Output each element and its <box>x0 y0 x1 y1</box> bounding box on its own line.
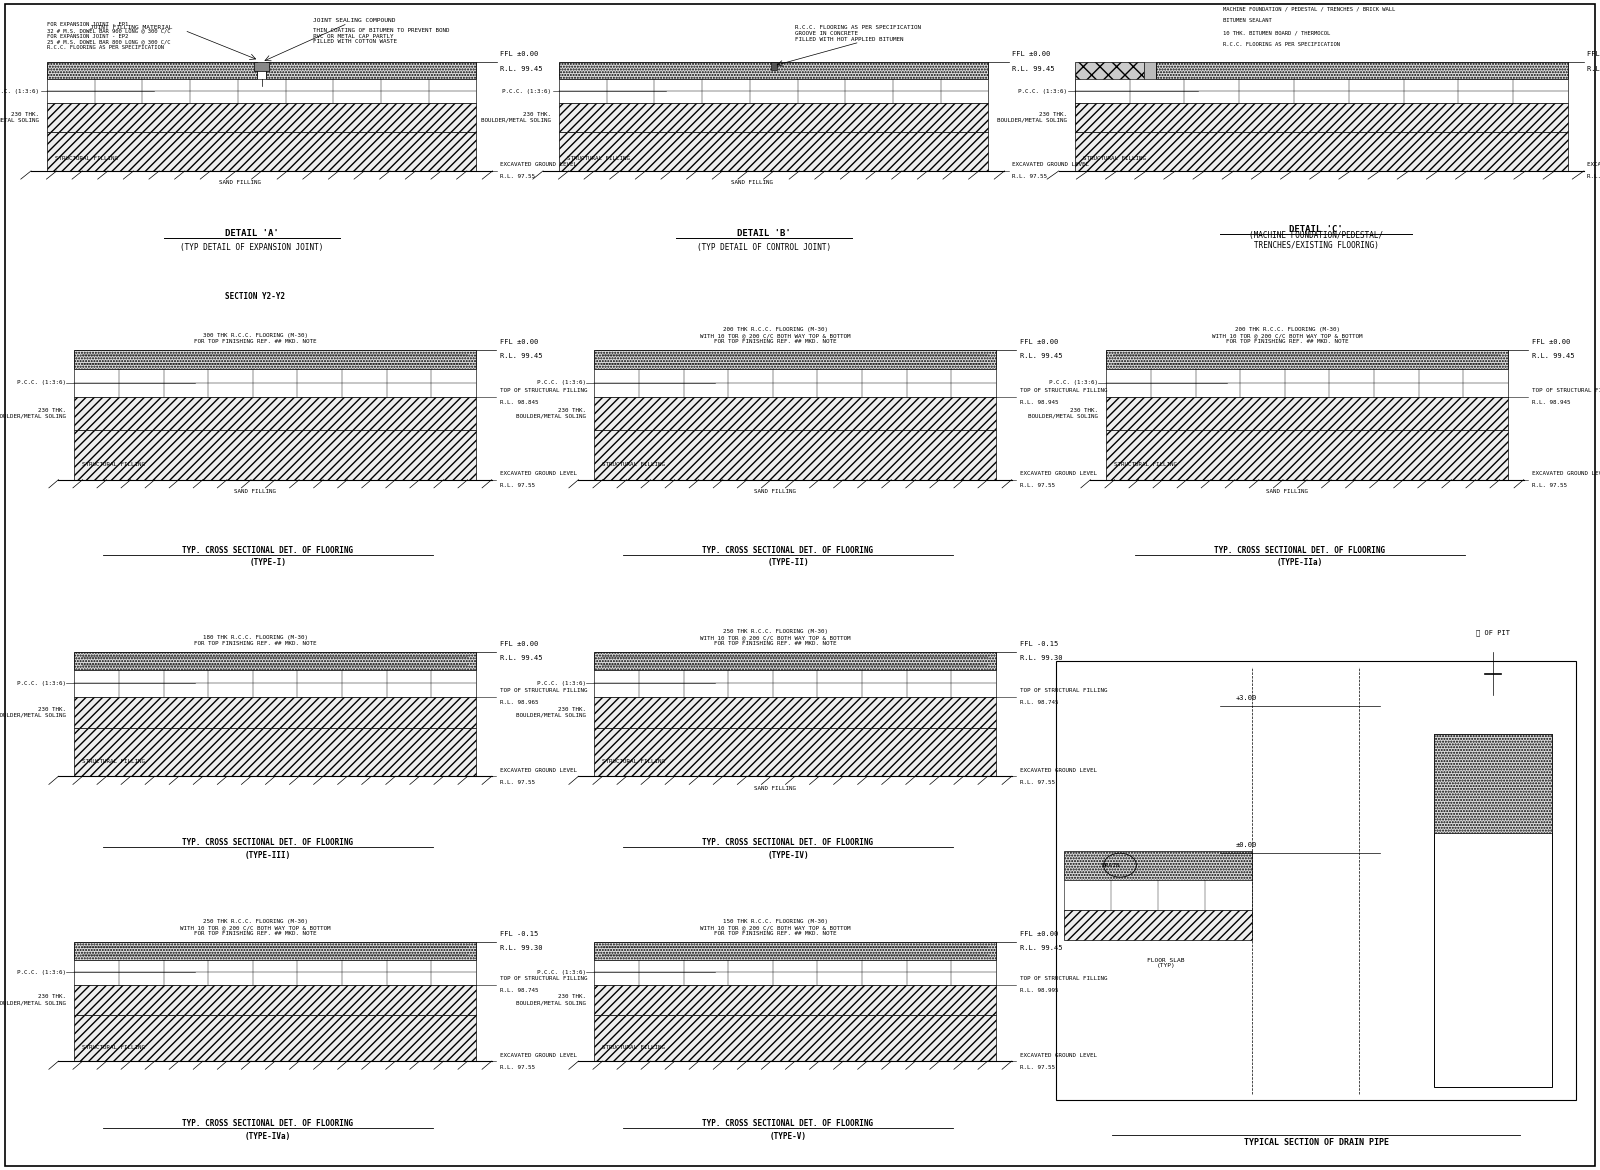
Bar <box>1107 370 1507 397</box>
Bar <box>75 397 475 429</box>
Bar <box>1075 62 1144 130</box>
Text: TYP. CROSS SECTIONAL DET. OF FLOORING: TYP. CROSS SECTIONAL DET. OF FLOORING <box>702 838 874 847</box>
Bar <box>254 62 269 71</box>
Text: FFL ±0.00: FFL ±0.00 <box>501 51 539 57</box>
Bar <box>595 942 995 959</box>
Bar <box>1064 910 1251 941</box>
Text: R.L. 97.55: R.L. 97.55 <box>1013 174 1048 179</box>
Bar <box>1157 62 1568 80</box>
Text: STRUCTURAL FILLING: STRUCTURAL FILLING <box>83 759 146 764</box>
Text: DETAIL 'C': DETAIL 'C' <box>1290 225 1342 234</box>
Bar <box>558 80 989 103</box>
Text: P.C.C. (1:3:6): P.C.C. (1:3:6) <box>538 681 587 686</box>
Text: TYP. CROSS SECTIONAL DET. OF FLOORING: TYP. CROSS SECTIONAL DET. OF FLOORING <box>702 1119 874 1128</box>
Text: EXCAVATED GROUND LEVEL: EXCAVATED GROUND LEVEL <box>1019 768 1096 772</box>
Text: R.L. 97.55: R.L. 97.55 <box>499 483 534 488</box>
Text: FFL ±0.00: FFL ±0.00 <box>1531 339 1570 345</box>
Bar <box>1075 132 1568 171</box>
Bar <box>595 959 995 985</box>
Text: SAND FILLING: SAND FILLING <box>754 785 797 791</box>
Text: R.L. 99.45: R.L. 99.45 <box>499 353 542 359</box>
Text: R.C.C. FLOORING AS PER SPECIFICATION: R.C.C. FLOORING AS PER SPECIFICATION <box>1222 42 1339 47</box>
Text: JOINT FILLING MATERIAL: JOINT FILLING MATERIAL <box>90 26 173 30</box>
Text: EXCAVATED GROUND LEVEL: EXCAVATED GROUND LEVEL <box>1013 163 1090 167</box>
Text: 230 THK.
BOULDER/METAL SOLING: 230 THK. BOULDER/METAL SOLING <box>482 112 550 123</box>
Text: 230 THK.
BOULDER/METAL SOLING: 230 THK. BOULDER/METAL SOLING <box>0 407 67 419</box>
Text: (TYPE-IIa): (TYPE-IIa) <box>1277 558 1323 567</box>
Text: P.C.C. (1:3:6): P.C.C. (1:3:6) <box>538 970 587 975</box>
Text: R.L. 97.55: R.L. 97.55 <box>1531 483 1566 488</box>
Text: TOP OF STRUCTURAL FILLING: TOP OF STRUCTURAL FILLING <box>1019 688 1107 693</box>
Text: (TYPE-IV): (TYPE-IV) <box>766 851 810 860</box>
Text: STRUCTURAL FILLING: STRUCTURAL FILLING <box>566 156 630 161</box>
Bar <box>595 696 995 728</box>
Text: FOR EXPANSION JOINT - EP1
32 # M.S. DOWEL BAR 900 LONG @ 300 C/C
FOR EXPANSION J: FOR EXPANSION JOINT - EP1 32 # M.S. DOWE… <box>46 22 171 50</box>
Text: DETAIL 'B': DETAIL 'B' <box>738 228 790 238</box>
Bar <box>595 429 995 480</box>
Text: DRAIN: DRAIN <box>1101 862 1120 868</box>
Bar <box>1075 80 1568 103</box>
Text: 200 THK R.C.C. FLOORING (M-30)
WITH 10 TOR @ 200 C/C BOTH WAY TOP & BOTTOM
FOR T: 200 THK R.C.C. FLOORING (M-30) WITH 10 T… <box>1211 328 1362 344</box>
Text: STRUCTURAL FILLING: STRUCTURAL FILLING <box>603 1045 666 1049</box>
Text: STRUCTURAL FILLING: STRUCTURAL FILLING <box>603 759 666 764</box>
Text: FFL ±0.00: FFL ±0.00 <box>499 641 538 647</box>
Text: (TYPE-II): (TYPE-II) <box>766 558 810 567</box>
Bar <box>46 103 477 132</box>
Text: R.L. 99.45: R.L. 99.45 <box>1013 66 1054 71</box>
Text: R.L. 98.845: R.L. 98.845 <box>499 400 538 405</box>
Text: (TYPE-I): (TYPE-I) <box>250 558 286 567</box>
Text: 250 THK R.C.C. FLOORING (M-30)
WITH 10 TOR @ 200 C/C BOTH WAY TOP & BOTTOM
FOR T: 250 THK R.C.C. FLOORING (M-30) WITH 10 T… <box>699 629 850 646</box>
Text: TOP OF STRUCTURAL FILLING: TOP OF STRUCTURAL FILLING <box>499 388 587 393</box>
Text: FFL -0.15: FFL -0.15 <box>499 931 538 937</box>
Text: (TYPE-III): (TYPE-III) <box>245 851 291 860</box>
Text: PVC OR METAL CAP PARTLY
FILLED WITH COTTON WASTE: PVC OR METAL CAP PARTLY FILLED WITH COTT… <box>314 34 397 44</box>
Bar <box>75 350 475 370</box>
Bar <box>75 652 475 670</box>
Bar <box>1107 350 1507 370</box>
Bar <box>1075 103 1568 132</box>
Text: 180 THK R.C.C. FLOORING (M-30)
FOR TOP FINISHING REF. ## MKD. NOTE: 180 THK R.C.C. FLOORING (M-30) FOR TOP F… <box>194 635 317 646</box>
Bar <box>75 370 475 397</box>
Text: STRUCTURAL FILLING: STRUCTURAL FILLING <box>1115 462 1178 467</box>
Text: P.C.C. (1:3:6): P.C.C. (1:3:6) <box>0 89 38 94</box>
Text: FFL -0.15: FFL -0.15 <box>1019 641 1058 647</box>
Text: (TYPE-IVa): (TYPE-IVa) <box>245 1131 291 1141</box>
Bar <box>75 942 475 959</box>
Text: EXCAVATED GROUND LEVEL: EXCAVATED GROUND LEVEL <box>1531 472 1600 476</box>
Text: SECTION Y2-Y2: SECTION Y2-Y2 <box>226 292 285 301</box>
Text: EXCAVATED GROUND LEVEL: EXCAVATED GROUND LEVEL <box>501 163 578 167</box>
Bar <box>46 62 258 80</box>
Text: SAND FILLING: SAND FILLING <box>754 489 797 494</box>
Text: TYP. CROSS SECTIONAL DET. OF FLOORING: TYP. CROSS SECTIONAL DET. OF FLOORING <box>182 1119 354 1128</box>
Text: R.L. 98.745: R.L. 98.745 <box>499 989 538 993</box>
Text: EXCAVATED GROUND LEVEL: EXCAVATED GROUND LEVEL <box>499 768 576 772</box>
Text: FFL ±0.00: FFL ±0.00 <box>1013 51 1051 57</box>
Text: 230 THK.
BOULDER/METAL SOLING: 230 THK. BOULDER/METAL SOLING <box>0 994 67 1005</box>
Text: R.L. 97.55: R.L. 97.55 <box>499 779 534 785</box>
Bar <box>75 696 475 728</box>
Bar <box>75 670 475 696</box>
Text: EXCAVATED GROUND LEVEL: EXCAVATED GROUND LEVEL <box>499 1053 576 1058</box>
Bar <box>1144 62 1157 92</box>
Text: R.L. 98.965: R.L. 98.965 <box>499 700 538 706</box>
Text: SAND FILLING: SAND FILLING <box>219 180 261 185</box>
Text: TOP OF STRUCTURAL FILLING: TOP OF STRUCTURAL FILLING <box>1019 976 1107 982</box>
Text: EXCAVATED GROUND LEVEL: EXCAVATED GROUND LEVEL <box>1019 472 1096 476</box>
Bar <box>267 62 477 80</box>
Text: SAND FILLING: SAND FILLING <box>1266 489 1309 494</box>
Text: THIN COATING OF BITUMEN TO PREVENT BOND: THIN COATING OF BITUMEN TO PREVENT BOND <box>314 28 450 33</box>
Text: STRUCTURAL FILLING: STRUCTURAL FILLING <box>603 462 666 467</box>
Text: P.C.C. (1:3:6): P.C.C. (1:3:6) <box>538 380 587 385</box>
Text: R.L. 99.30: R.L. 99.30 <box>1019 655 1062 661</box>
Text: (MACHINE FOUNDATION/PEDESTAL/
TRENCHES/EXISTING FLOORING): (MACHINE FOUNDATION/PEDESTAL/ TRENCHES/E… <box>1250 230 1382 250</box>
Text: 230 THK.
BOULDER/METAL SOLING: 230 THK. BOULDER/METAL SOLING <box>517 407 587 419</box>
Bar <box>75 429 475 480</box>
Text: ±0.00: ±0.00 <box>1235 842 1258 848</box>
Text: TYP. CROSS SECTIONAL DET. OF FLOORING: TYP. CROSS SECTIONAL DET. OF FLOORING <box>182 545 354 555</box>
Text: EXCAVATED GROUND LEVEL: EXCAVATED GROUND LEVEL <box>499 472 576 476</box>
Bar <box>771 62 778 70</box>
Text: 230 THK.
BOULDER/METAL SOLING: 230 THK. BOULDER/METAL SOLING <box>0 112 38 123</box>
Text: FFL ±0.00: FFL ±0.00 <box>1019 931 1058 937</box>
Text: (TYPE-V): (TYPE-V) <box>770 1131 806 1141</box>
Bar <box>595 1016 995 1061</box>
